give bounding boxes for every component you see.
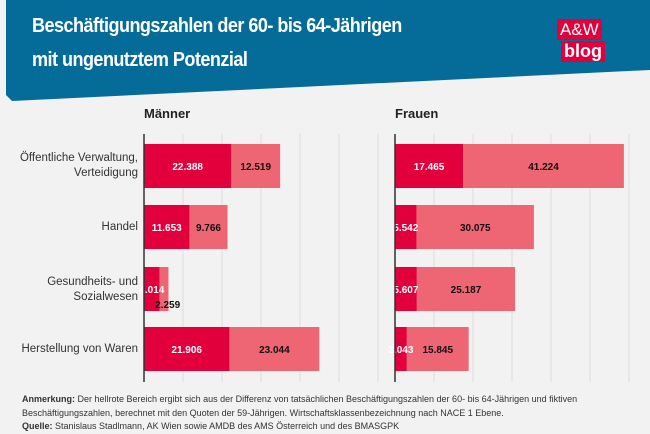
source-text: Stanislaus Stadlmann, AK Wien sowie AMDB… bbox=[52, 421, 400, 431]
data-label-actual: 5.607 bbox=[393, 285, 418, 296]
source-label: Quelle: bbox=[22, 421, 53, 431]
bar-segment-potential bbox=[231, 144, 281, 188]
bar-segment-actual bbox=[395, 205, 417, 249]
data-label-potential: 23.044 bbox=[259, 345, 290, 356]
category-label: Handel bbox=[101, 221, 138, 233]
footnote-text: Der hellrote Bereich ergibt sich aus der… bbox=[22, 394, 578, 418]
header-banner bbox=[6, 0, 650, 101]
bar-segment-potential bbox=[189, 205, 228, 249]
data-label-potential: 30.075 bbox=[460, 223, 491, 234]
bar-segment-actual bbox=[144, 267, 160, 311]
chart-title-line1: Beschäftigungszahlen der 60- bis 64-Jähr… bbox=[32, 14, 402, 37]
data-label-actual: 17.465 bbox=[414, 162, 445, 173]
logo-aw: A&W bbox=[557, 19, 602, 40]
data-label-actual: 11.653 bbox=[152, 223, 182, 234]
data-label-potential: 12.519 bbox=[240, 162, 271, 173]
data-label-potential: 15.845 bbox=[422, 345, 453, 356]
logo-blog: blog bbox=[561, 41, 605, 62]
bar-segment-actual bbox=[144, 144, 232, 188]
bar-segment-actual bbox=[395, 267, 417, 311]
category-label: Öffentliche Verwaltung, Verteidigung bbox=[19, 152, 138, 179]
data-label-actual: 3.043 bbox=[388, 345, 413, 356]
bar-segment-actual bbox=[144, 327, 230, 371]
data-label-potential: 25.187 bbox=[451, 285, 482, 296]
bar-segment-potential bbox=[406, 327, 469, 371]
source: Quelle: Stanislaus Stadlmann, AK Wien so… bbox=[22, 420, 399, 434]
panel-title-maenner: Männer bbox=[144, 106, 191, 121]
footnote: Anmerkung: Der hellrote Bereich ergibt s… bbox=[22, 393, 622, 420]
bar-segment-potential bbox=[416, 205, 534, 249]
bar-segment-actual bbox=[395, 327, 407, 371]
chart-title-line2: mit ungenutztem Potenzial bbox=[32, 48, 248, 71]
bar-segment-potential bbox=[229, 327, 320, 371]
data-label-actual: 22.388 bbox=[172, 162, 203, 173]
bar-segment-potential bbox=[416, 267, 516, 311]
data-label-actual: 5.542 bbox=[393, 223, 418, 234]
bar-segment-potential bbox=[463, 144, 624, 188]
data-label-actual: 21.906 bbox=[171, 345, 202, 356]
category-label: Herstellung von Waren bbox=[21, 343, 138, 355]
footnote-label: Anmerkung: bbox=[22, 394, 76, 404]
data-label-potential: 9.766 bbox=[196, 223, 221, 234]
bar-segment-potential bbox=[159, 267, 169, 311]
panel-title-frauen: Frauen bbox=[395, 106, 439, 121]
data-label-actual: 4.014 bbox=[139, 285, 164, 296]
category-label: Gesundheits- und Sozialwesen bbox=[47, 276, 138, 303]
data-label-potential: 2.259 bbox=[155, 300, 180, 311]
bar-segment-actual bbox=[395, 144, 464, 188]
bar-segment-actual bbox=[144, 205, 190, 249]
data-label-potential: 41.224 bbox=[528, 162, 559, 173]
